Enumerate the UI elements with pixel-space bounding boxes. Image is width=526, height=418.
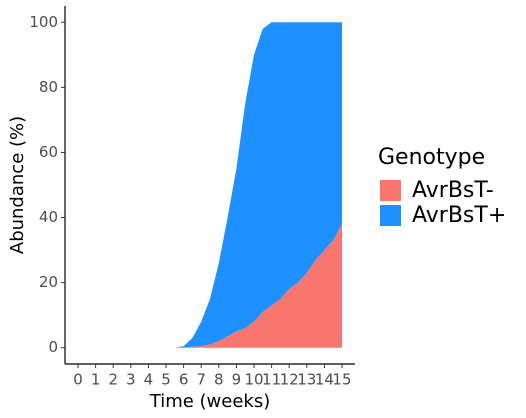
x-tick-label: 7 xyxy=(196,371,206,389)
y-tick-label: 0 xyxy=(48,338,58,356)
x-tick-label: 14 xyxy=(315,371,334,389)
x-axis-title: Time (weeks) xyxy=(149,391,271,412)
x-tick-label: 0 xyxy=(73,371,83,389)
x-tick-label: 11 xyxy=(262,371,281,389)
area xyxy=(78,224,342,348)
x-tick-label: 6 xyxy=(179,371,189,389)
x-tick-label: 3 xyxy=(126,371,136,389)
x-tick-label: 13 xyxy=(297,371,316,389)
area xyxy=(78,22,342,348)
legend-label: AvrBsT+ xyxy=(412,203,506,228)
x-tick-label: 5 xyxy=(161,371,171,389)
y-tick-label: 40 xyxy=(39,208,58,226)
y-tick-label: 100 xyxy=(29,13,58,31)
y-tick-label: 80 xyxy=(39,78,58,96)
x-tick-label: 2 xyxy=(108,371,118,389)
x-tick-label: 15 xyxy=(332,371,351,389)
x-tick-label: 9 xyxy=(232,371,242,389)
x-tick-label: 1 xyxy=(91,371,101,389)
x-tick-label: 12 xyxy=(280,371,299,389)
x-tick-label: 8 xyxy=(214,371,224,389)
legend-label: AvrBsT- xyxy=(412,178,494,203)
y-axis-title: Abundance (%) xyxy=(7,116,28,254)
x-tick-label: 10 xyxy=(244,371,263,389)
legend-swatch xyxy=(380,180,401,201)
y-tick-label: 20 xyxy=(39,273,58,291)
legend-title: Genotype xyxy=(378,145,485,170)
y-tick-label: 60 xyxy=(39,143,58,161)
legend-swatch xyxy=(380,205,401,226)
x-tick-label: 4 xyxy=(144,371,154,389)
